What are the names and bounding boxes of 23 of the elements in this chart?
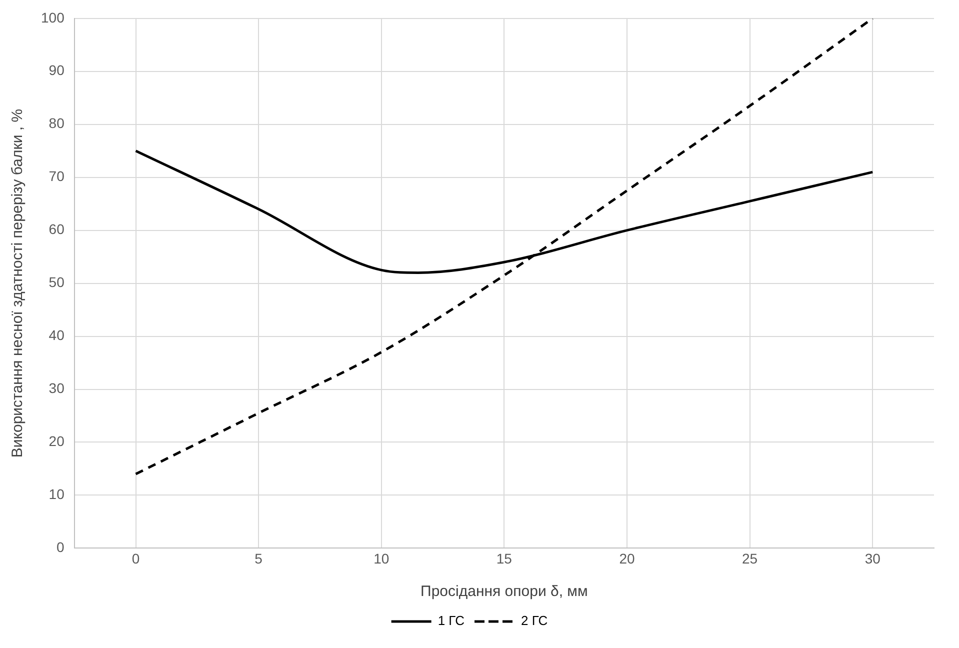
y-tick-label: 70 bbox=[48, 168, 65, 184]
y-tick-label: 80 bbox=[48, 115, 65, 132]
legend-label: 1 ГС bbox=[438, 613, 464, 628]
x-tick-label: 5 bbox=[254, 550, 263, 566]
x-tick-label: 15 bbox=[496, 550, 512, 566]
y-tick-label: 50 bbox=[48, 274, 65, 290]
legend-label: 2 ГС bbox=[521, 613, 548, 628]
y-tick-label: 90 bbox=[48, 62, 65, 78]
y-tick-label: 0 bbox=[56, 539, 65, 556]
x-tick-label: 10 bbox=[374, 550, 390, 566]
x-tick-label: 0 bbox=[132, 550, 140, 566]
y-axis-title: Використання несної здатності перерізу балки , % bbox=[9, 108, 26, 458]
y-tick-label: 40 bbox=[48, 327, 65, 344]
y-tick-label: 60 bbox=[48, 221, 65, 238]
x-tick-label: 25 bbox=[742, 550, 758, 566]
y-tick-label: 20 bbox=[48, 433, 65, 450]
y-tick-label: 30 bbox=[48, 380, 65, 396]
x-tick-label: 30 bbox=[864, 550, 881, 566]
y-tick-label: 100 bbox=[41, 9, 65, 26]
line-series bbox=[134, 18, 874, 476]
x-tick-label: 20 bbox=[619, 550, 635, 566]
y-tick-label: 10 bbox=[48, 486, 65, 502]
x-axis-title: Просідання опори δ, мм bbox=[420, 583, 588, 600]
